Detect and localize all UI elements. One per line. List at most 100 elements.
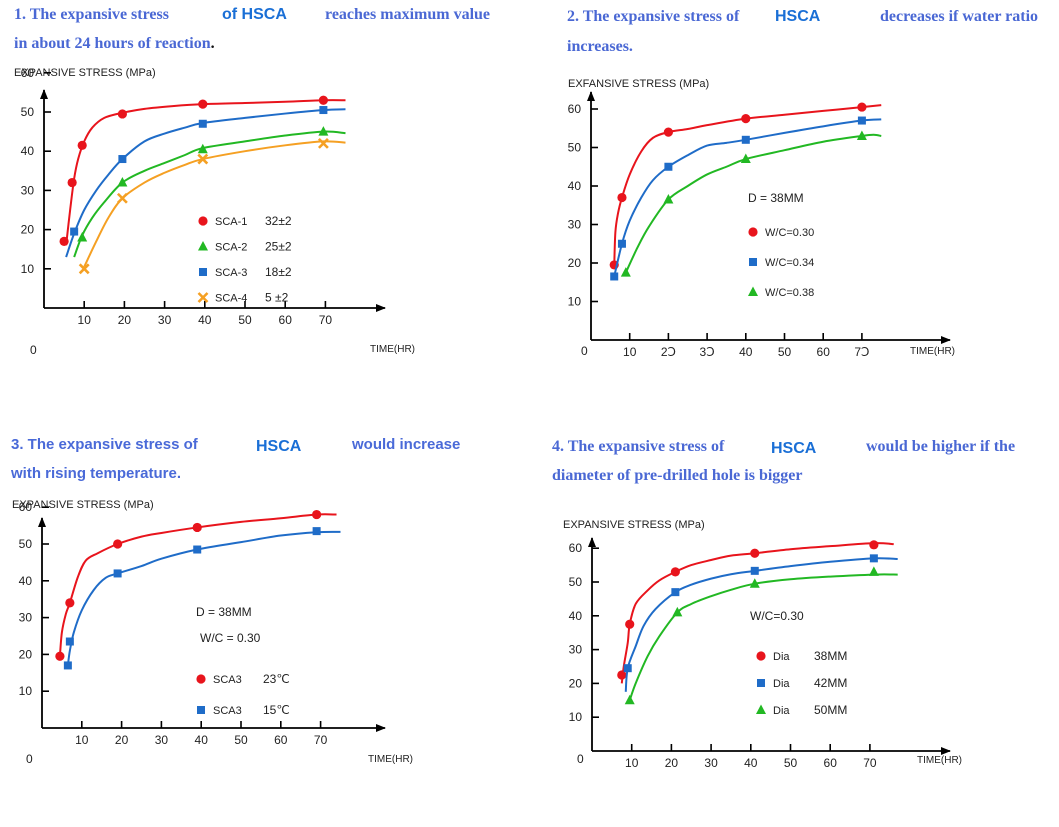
- legend-label: SCA-1: [215, 216, 247, 228]
- series-line: [613, 118, 882, 277]
- data-point: [749, 578, 760, 588]
- y-tick-label: 60: [569, 541, 583, 555]
- section3-heading-hsca: HSCA: [256, 438, 302, 455]
- series-line: [83, 140, 346, 268]
- data-point: [869, 554, 878, 563]
- y-axis-label: EXFANSIVE STRESS (MPa): [568, 78, 709, 90]
- y-tick-label: 40: [19, 574, 33, 588]
- chart-4-stress-by-hole-diameter: EXPANSIVE STRESS (MPa) 0 10 20 30 40 50 60 10 20 3…: [563, 519, 962, 770]
- x-tick-label: 40: [195, 733, 209, 747]
- legend-item: SCA-3 18±2: [199, 265, 292, 279]
- legend-marker: [196, 674, 206, 684]
- y-tick-label: 30: [568, 218, 582, 232]
- legend-marker: [756, 704, 766, 714]
- section1-heading-hsca: of HSCA: [222, 6, 287, 23]
- chart-note: W/C=0.30: [750, 609, 804, 623]
- data-point: [750, 548, 760, 558]
- section2-heading-part1: 2. The expansive stress of: [567, 8, 740, 25]
- legend-value: 25±2: [265, 240, 292, 254]
- data-point: [77, 231, 88, 242]
- section3-heading-part1: 3. The expansive stress of: [11, 436, 198, 453]
- x-tick-label: 40: [739, 345, 753, 359]
- data-point: [193, 545, 202, 554]
- section4-heading-part1: 4. The expansive stress of: [552, 438, 725, 455]
- series-1: [609, 102, 882, 270]
- y-tick-label: 20: [568, 256, 582, 270]
- x-tick-label: 10: [75, 733, 89, 747]
- data-point: [857, 102, 867, 112]
- x-axis-label: TIME(HR): [368, 754, 413, 765]
- legend-marker: [198, 216, 208, 226]
- data-point: [198, 99, 208, 109]
- legend-label: W/C=0.30: [765, 227, 814, 239]
- legend-value: 15℃: [263, 703, 290, 717]
- series-2: [623, 554, 898, 692]
- data-point: [118, 155, 127, 164]
- data-point: [740, 153, 751, 164]
- series-3: [65, 106, 346, 258]
- series-3: [624, 566, 898, 705]
- data-point: [663, 127, 673, 137]
- section1-heading-part1: 1. The expansive stress: [14, 6, 169, 23]
- origin-label: 0: [577, 752, 584, 766]
- data-point: [65, 637, 74, 646]
- y-axis-label: EXPANSIVE STRESS (MPa): [12, 499, 154, 511]
- y-tick-label: 30: [19, 611, 33, 625]
- section2-heading-hsca: HSCA: [775, 8, 821, 25]
- legend-value: 42MM: [814, 676, 847, 690]
- data-point: [65, 598, 75, 608]
- legend-marker: [748, 286, 758, 296]
- section1-heading-part2: reaches maximum value: [325, 6, 491, 23]
- legend-marker: [757, 679, 765, 687]
- legend-item: SCA3 15℃: [197, 703, 290, 717]
- data-point: [55, 651, 65, 661]
- data-point: [197, 153, 209, 165]
- series-line: [620, 542, 894, 684]
- x-axis-label: TIME(HR): [370, 344, 415, 355]
- legend-label: Dia: [773, 651, 790, 663]
- data-point: [317, 137, 329, 149]
- data-point: [77, 140, 87, 150]
- y-tick-label: 10: [19, 684, 33, 698]
- legend-item: W/C=0.38: [748, 286, 814, 299]
- x-tick-label: 70: [319, 313, 333, 327]
- x-tick-label: 3Ↄ: [700, 345, 715, 359]
- x-tick-label: 30: [155, 733, 169, 747]
- legend-label: Dia: [773, 705, 790, 717]
- y-axis-label: EXPANSIVE STRESS (MPa): [563, 519, 705, 531]
- data-point: [192, 522, 202, 533]
- data-point: [672, 606, 683, 617]
- legend-value: 5 ±2: [265, 291, 289, 305]
- y-tick-label: 50: [21, 105, 35, 119]
- legend-item: W/C=0.34: [749, 257, 814, 269]
- series-3: [620, 130, 882, 277]
- data-point: [113, 539, 123, 549]
- section3-heading-line2: with rising temperature.: [11, 465, 182, 482]
- data-point: [625, 619, 635, 629]
- y-tick-label: 60: [21, 66, 35, 80]
- legend-value: 18±2: [265, 265, 292, 279]
- y-tick-label: 10: [21, 262, 35, 276]
- y-tick-label: 30: [569, 643, 583, 657]
- legend-marker: [749, 258, 757, 266]
- x-tick-label: 10: [623, 345, 637, 359]
- legend-value: 38MM: [814, 649, 847, 663]
- data-point: [670, 567, 680, 577]
- x-tick-label: 40: [744, 756, 758, 770]
- y-tick-label: 60: [568, 102, 582, 116]
- legend-label: SCA3: [213, 705, 242, 717]
- section3-heading-part2: would increase: [352, 436, 461, 453]
- series-line: [58, 513, 337, 657]
- series-line: [66, 530, 341, 666]
- legend-value: 32±2: [265, 214, 292, 228]
- data-point: [63, 661, 72, 670]
- y-tick-label: 10: [569, 710, 583, 724]
- chart-1-stress-by-sca-type: EXPANSIVE STRESS (MPa) 0 10 20 30 40 50 60 10 20 3…: [14, 66, 415, 357]
- legend-label: W/C=0.34: [765, 257, 814, 269]
- legend-marker: [748, 227, 758, 237]
- legend-label: SCA-2: [215, 242, 247, 254]
- data-point: [868, 566, 879, 576]
- y-tick-label: 20: [19, 647, 33, 661]
- y-tick-label: 30: [21, 183, 35, 197]
- x-tick-label: 2Ↄ: [661, 345, 676, 359]
